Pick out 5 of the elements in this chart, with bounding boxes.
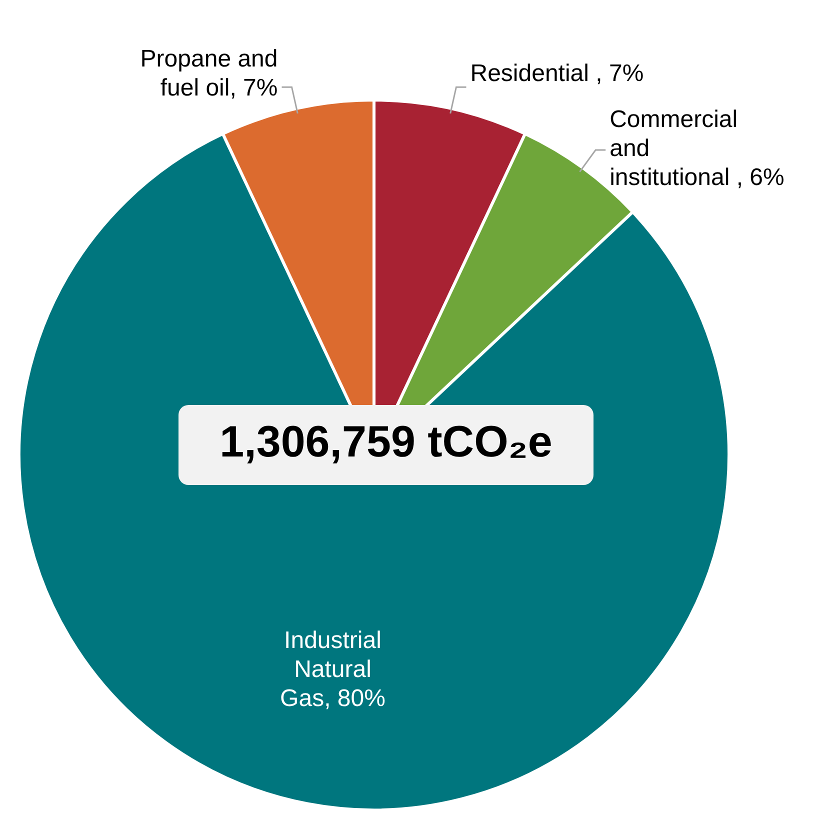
slice-label: Commercial and institutional , 6% xyxy=(610,106,784,192)
slice-label: Propane and fuel oil, 7% xyxy=(140,46,278,102)
text: 1,306,759 tCO₂e xyxy=(220,418,552,467)
slice-label: Industrial Natural Gas, 80% xyxy=(280,628,386,713)
slice-label: Residential , 7% xyxy=(470,60,644,88)
